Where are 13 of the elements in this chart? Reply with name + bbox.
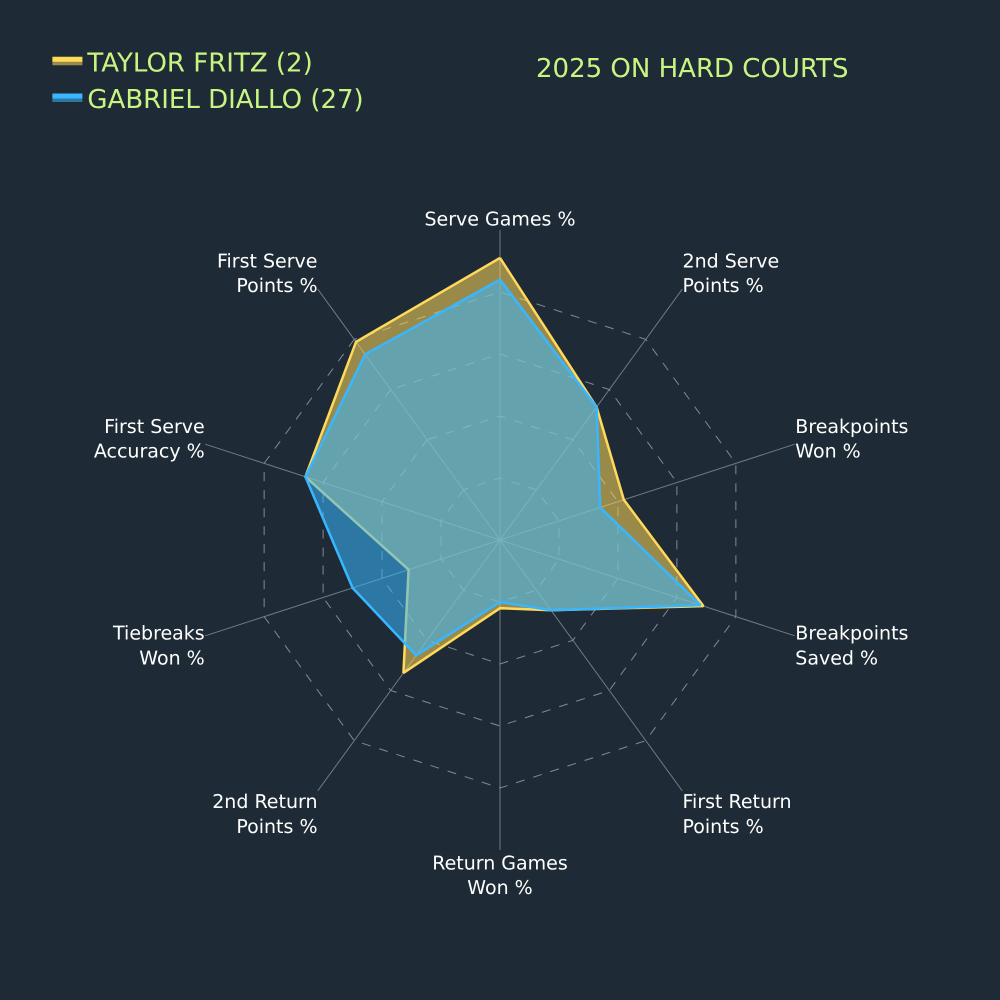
spoke-label: 2nd Return Points % bbox=[212, 791, 318, 838]
spoke-label: First Serve Accuracy % bbox=[94, 416, 205, 463]
spoke-label: Serve Games % bbox=[424, 208, 576, 231]
spoke-label: Breakpoints Saved % bbox=[795, 622, 908, 670]
spoke-label: First Return Points % bbox=[682, 791, 792, 838]
legend-label: TAYLOR FRITZ (2) bbox=[86, 48, 313, 78]
spoke-label: Return Games Won % bbox=[432, 852, 568, 900]
spoke-label: Tiebreaks Won % bbox=[112, 622, 205, 670]
chart-title: 2025 ON HARD COURTS bbox=[536, 54, 849, 84]
spoke-label: 2nd Serve Points % bbox=[682, 250, 780, 297]
legend-label: GABRIEL DIALLO (27) bbox=[87, 85, 364, 116]
spoke-label: Breakpoints Won % bbox=[795, 416, 908, 463]
spoke-label: First Serve Points % bbox=[216, 250, 318, 297]
